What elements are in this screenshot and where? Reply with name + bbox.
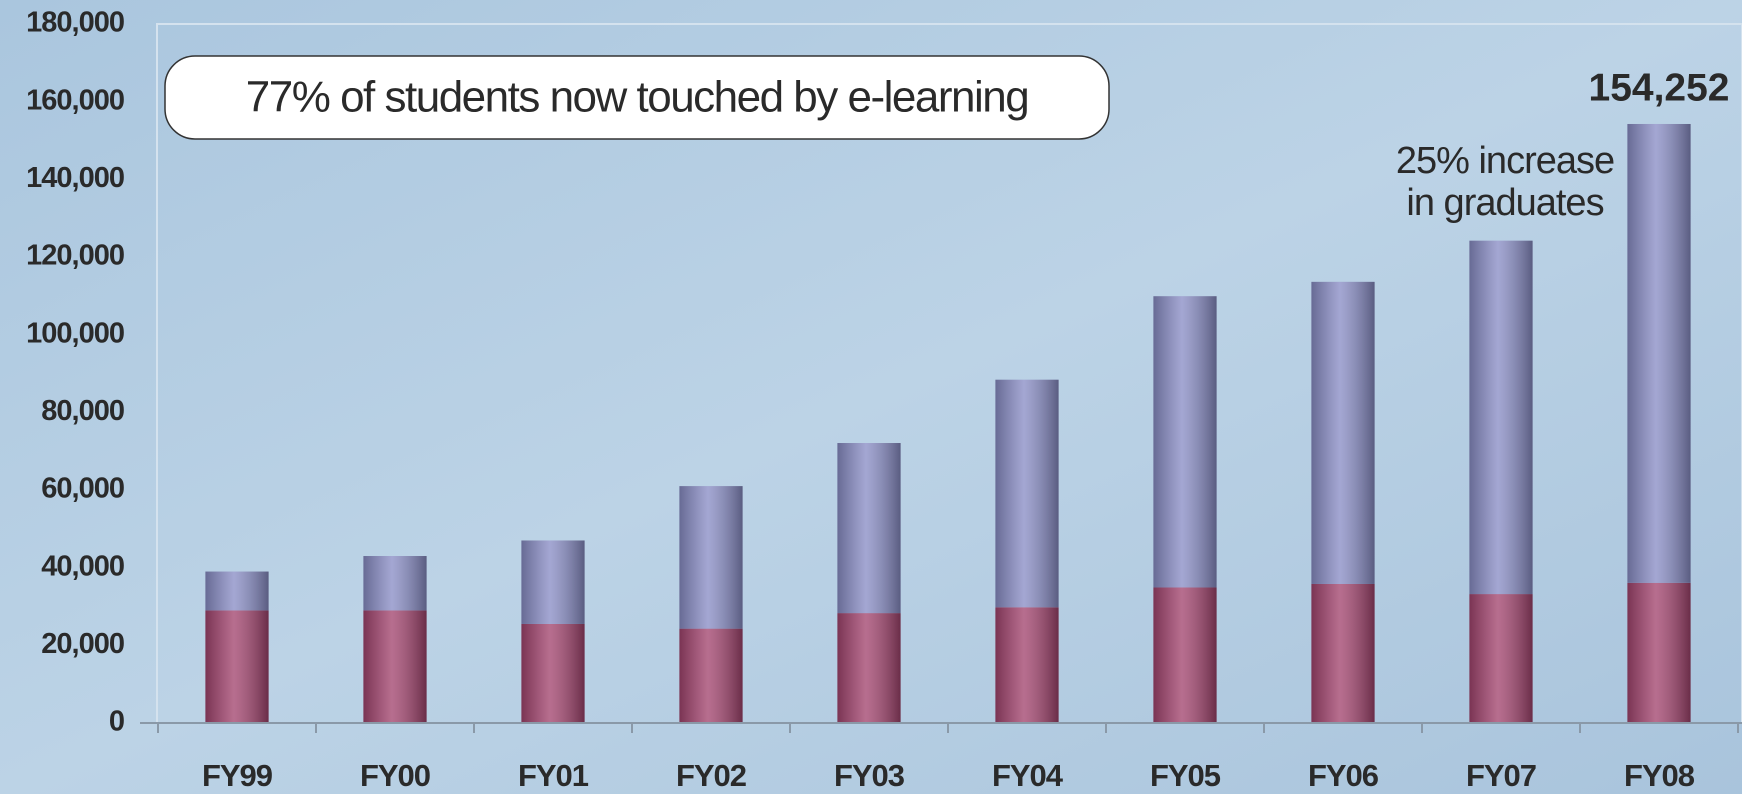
total-label: 154,252	[1589, 66, 1730, 109]
y-tick-label: 40,000	[41, 550, 124, 582]
bar-shade	[1153, 296, 1217, 588]
bar-shade	[679, 486, 743, 629]
x-tick-label: FY01	[518, 758, 589, 793]
bar-shade	[1469, 594, 1533, 723]
bar-shade	[363, 556, 427, 611]
x-tick-label: FY08	[1624, 758, 1695, 793]
y-tick-label: 0	[109, 706, 124, 738]
y-tick-label: 120,000	[26, 240, 124, 272]
y-tick-label: 140,000	[26, 162, 124, 194]
annotation: in graduates	[1406, 182, 1603, 224]
bar-shade	[995, 607, 1059, 723]
x-tick-label: FY00	[360, 758, 430, 793]
x-tick-label: FY07	[1466, 758, 1536, 793]
bar-shade	[1311, 583, 1375, 723]
bar-shade	[205, 571, 269, 611]
x-tick-label: FY03	[834, 758, 905, 793]
x-tick-label: FY06	[1308, 758, 1379, 793]
bar-shade	[1469, 240, 1533, 595]
annotation: 25% increase	[1396, 140, 1614, 182]
bar-shade	[837, 443, 901, 614]
bar-shade	[1627, 582, 1691, 723]
bar-shade	[1627, 123, 1691, 583]
y-tick-label: 60,000	[41, 473, 124, 505]
callout-box	[164, 55, 1110, 140]
y-tick-label: 160,000	[26, 84, 124, 116]
x-tick-label: FY05	[1150, 758, 1221, 793]
x-tick-label: FY99	[202, 758, 273, 793]
bar-shade	[521, 540, 585, 624]
x-tick-label: FY04	[992, 758, 1064, 793]
bar-shade	[837, 613, 901, 723]
y-tick-label: 100,000	[26, 317, 124, 349]
bar-shade	[995, 379, 1059, 608]
callout-text: 77% of students now touched by e-learnin…	[246, 73, 1028, 122]
y-tick-label: 20,000	[41, 628, 124, 660]
bar-shade	[1153, 587, 1217, 723]
y-tick-label: 180,000	[26, 7, 124, 39]
bar-shade	[1311, 281, 1375, 584]
bar-shade	[205, 610, 269, 723]
bar-shade	[363, 610, 427, 723]
bar-shade	[521, 623, 585, 723]
x-tick-label: FY02	[676, 758, 746, 793]
bar-shade	[679, 628, 743, 723]
y-tick-label: 80,000	[41, 395, 124, 427]
